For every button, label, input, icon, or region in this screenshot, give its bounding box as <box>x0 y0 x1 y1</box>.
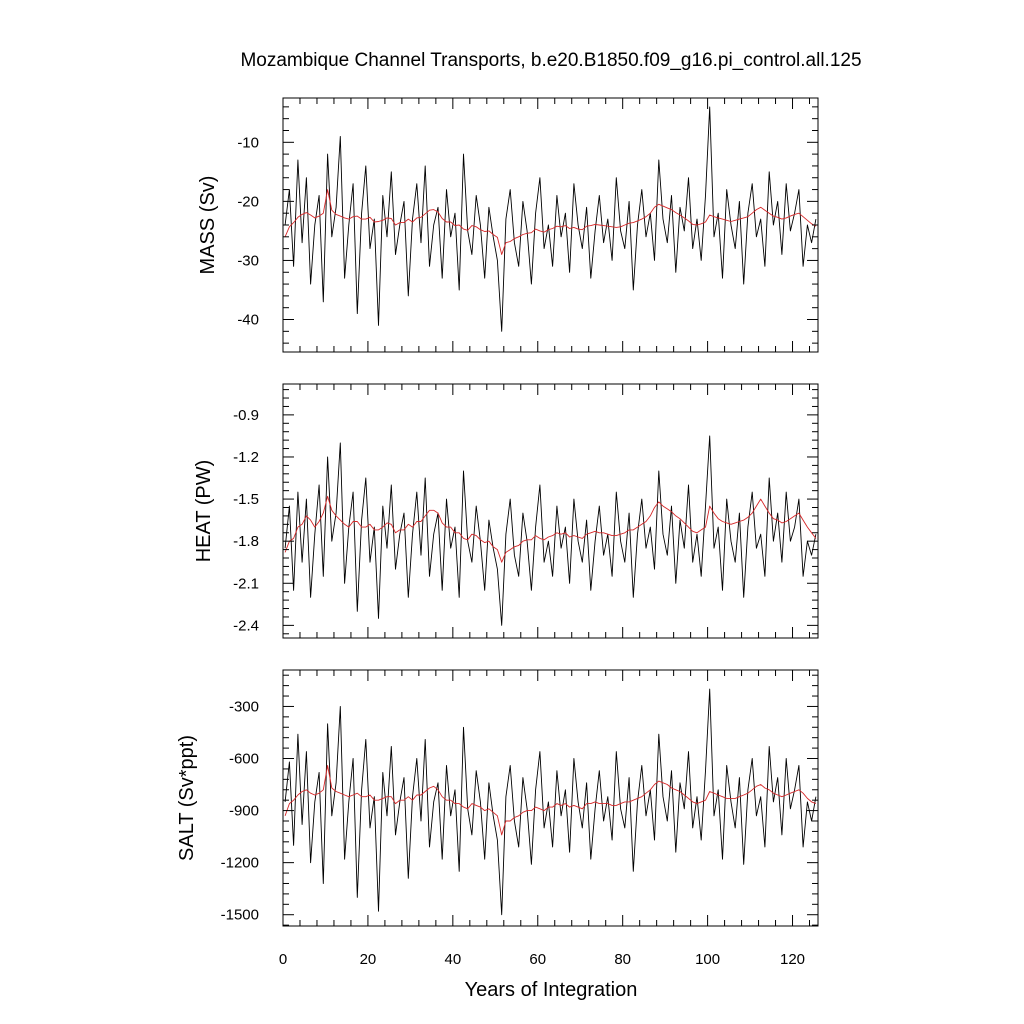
salt-ylabel: SALT (Sv*ppt) <box>176 735 198 861</box>
x-tick-labels: 0 20 40 60 80 100 120 <box>279 951 805 968</box>
x-tick-label: 120 <box>780 951 805 968</box>
x-tick-label: 20 <box>360 951 377 968</box>
heat-y-tick-label: -2.1 <box>233 575 259 592</box>
salt-plot-frame <box>282 669 819 927</box>
heat-y-tick-label: -1.2 <box>233 449 259 466</box>
salt-y-tick-label: -1200 <box>221 855 259 872</box>
heat-raw-series-line <box>284 435 817 626</box>
x-tick-label: 100 <box>695 951 720 968</box>
mass-panel: MASS (Sv) -10 -20 -30 -40 <box>197 97 819 353</box>
heat-y-tick-label: -1.5 <box>233 491 259 508</box>
mass-smoothed-series-line <box>284 189 817 255</box>
x-tick-label: 0 <box>279 951 287 968</box>
heat-panel: HEAT (PW) -0.9 -1.2 -1.5 -1.8 -2.1 -2.4 <box>193 383 819 639</box>
heat-ylabel: HEAT (PW) <box>193 460 215 563</box>
salt-y-tick-label: -900 <box>229 803 259 820</box>
salt-raw-series-line <box>284 688 817 916</box>
heat-y-tick-label: -1.8 <box>233 533 259 550</box>
salt-smoothed-series-line <box>284 765 817 836</box>
mass-y-tick-label: -10 <box>237 134 259 151</box>
heat-y-tick-label: -2.4 <box>233 617 259 634</box>
figure-title: Mozambique Channel Transports, b.e20.B18… <box>240 50 861 71</box>
x-tick-label: 80 <box>614 951 631 968</box>
mass-y-tick-label: -20 <box>237 193 259 210</box>
salt-y-tick-label: -600 <box>229 751 259 768</box>
x-tick-label: 40 <box>444 951 461 968</box>
mass-ylabel: MASS (Sv) <box>197 176 219 275</box>
salt-y-tick-label: -1500 <box>221 907 259 924</box>
x-axis-label: Years of Integration <box>465 979 638 1001</box>
mass-raw-series-line <box>284 106 817 332</box>
heat-y-tick-label: -0.9 <box>233 407 259 424</box>
salt-panel: SALT (Sv*ppt) -300 -600 -900 -1200 -1500 <box>176 669 819 927</box>
heat-smoothed-series-line <box>284 495 817 563</box>
x-tick-label: 60 <box>529 951 546 968</box>
mass-y-tick-label: -30 <box>237 252 259 269</box>
salt-y-tick-label: -300 <box>229 698 259 715</box>
heat-plot-frame <box>282 383 819 639</box>
mass-y-tick-label: -40 <box>237 312 259 329</box>
